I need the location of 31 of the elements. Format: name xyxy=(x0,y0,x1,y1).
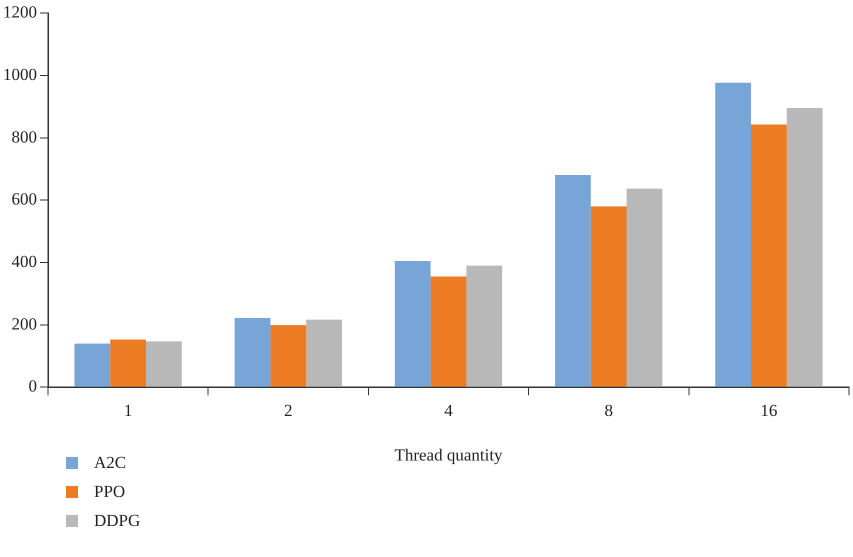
bar xyxy=(590,206,627,387)
bar xyxy=(394,260,431,387)
y-tick-label: 1200 xyxy=(3,2,37,22)
y-tick-label: 1000 xyxy=(3,65,37,84)
bar xyxy=(234,318,270,387)
bar xyxy=(110,340,146,387)
x-tick-label: 1 xyxy=(124,400,132,420)
bar xyxy=(751,124,787,387)
bar xyxy=(146,341,182,387)
bar xyxy=(555,174,591,387)
bar xyxy=(306,320,342,387)
legend-label: DDPG xyxy=(94,510,140,530)
bar xyxy=(715,82,752,387)
legend-label: A2C xyxy=(94,452,126,472)
x-tick-label: 16 xyxy=(760,400,778,420)
y-tick-label: 200 xyxy=(12,314,37,334)
bar xyxy=(74,344,110,387)
bar xyxy=(786,108,823,387)
bar xyxy=(270,325,306,387)
bar xyxy=(430,276,466,387)
x-tick-label: 2 xyxy=(284,400,293,420)
y-tick-label: 600 xyxy=(12,190,37,209)
bar xyxy=(626,188,662,387)
y-tick-label: 800 xyxy=(12,127,37,146)
y-tick-label: 0 xyxy=(28,376,37,396)
x-axis-title: Thread quantity xyxy=(394,445,504,464)
x-tick-label: 8 xyxy=(604,400,613,420)
x-tick-label: 4 xyxy=(444,400,454,420)
bar xyxy=(466,266,502,387)
y-tick-label: 400 xyxy=(12,252,37,271)
legend-label: PPO xyxy=(94,482,126,502)
